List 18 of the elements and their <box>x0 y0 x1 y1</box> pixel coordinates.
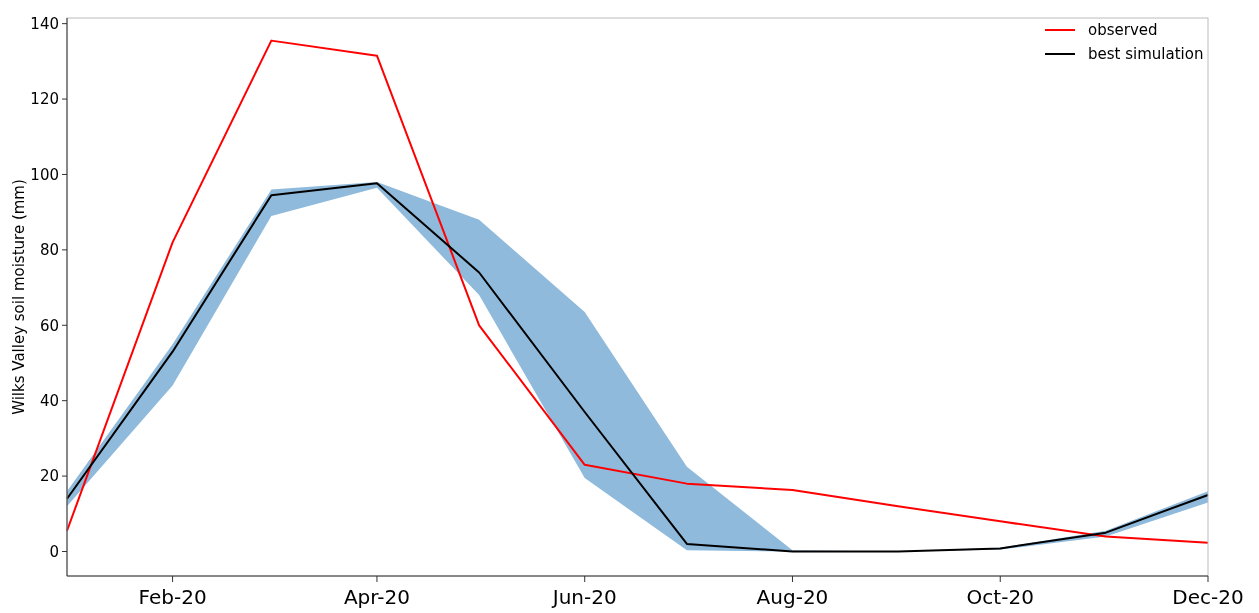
line-series <box>66 39 1209 544</box>
x-tick-label: Apr-20 <box>343 585 410 609</box>
y-axis-title: Wilks Valley soil moisture (mm) <box>10 179 28 415</box>
y-tick-label: 140 <box>30 14 59 33</box>
legend-label: best simulation <box>1088 45 1204 64</box>
y-tick-label: 60 <box>39 316 59 335</box>
x-tick-label: Feb-20 <box>138 585 207 609</box>
y-tick-label: 0 <box>49 542 59 561</box>
legend-label: observed <box>1088 21 1158 40</box>
y-tick-label: 120 <box>30 90 59 109</box>
x-tick-label: Oct-20 <box>966 585 1034 609</box>
y-tick-label: 100 <box>30 165 59 184</box>
y-tick-label: 80 <box>39 241 59 260</box>
y-tick-label: 20 <box>39 467 59 486</box>
x-tick-label: Jun-20 <box>550 585 617 609</box>
x-tick-label: Aug-20 <box>756 585 829 609</box>
x-tick-label: Dec-20 <box>1172 585 1244 609</box>
y-tick-label: 40 <box>39 391 59 410</box>
